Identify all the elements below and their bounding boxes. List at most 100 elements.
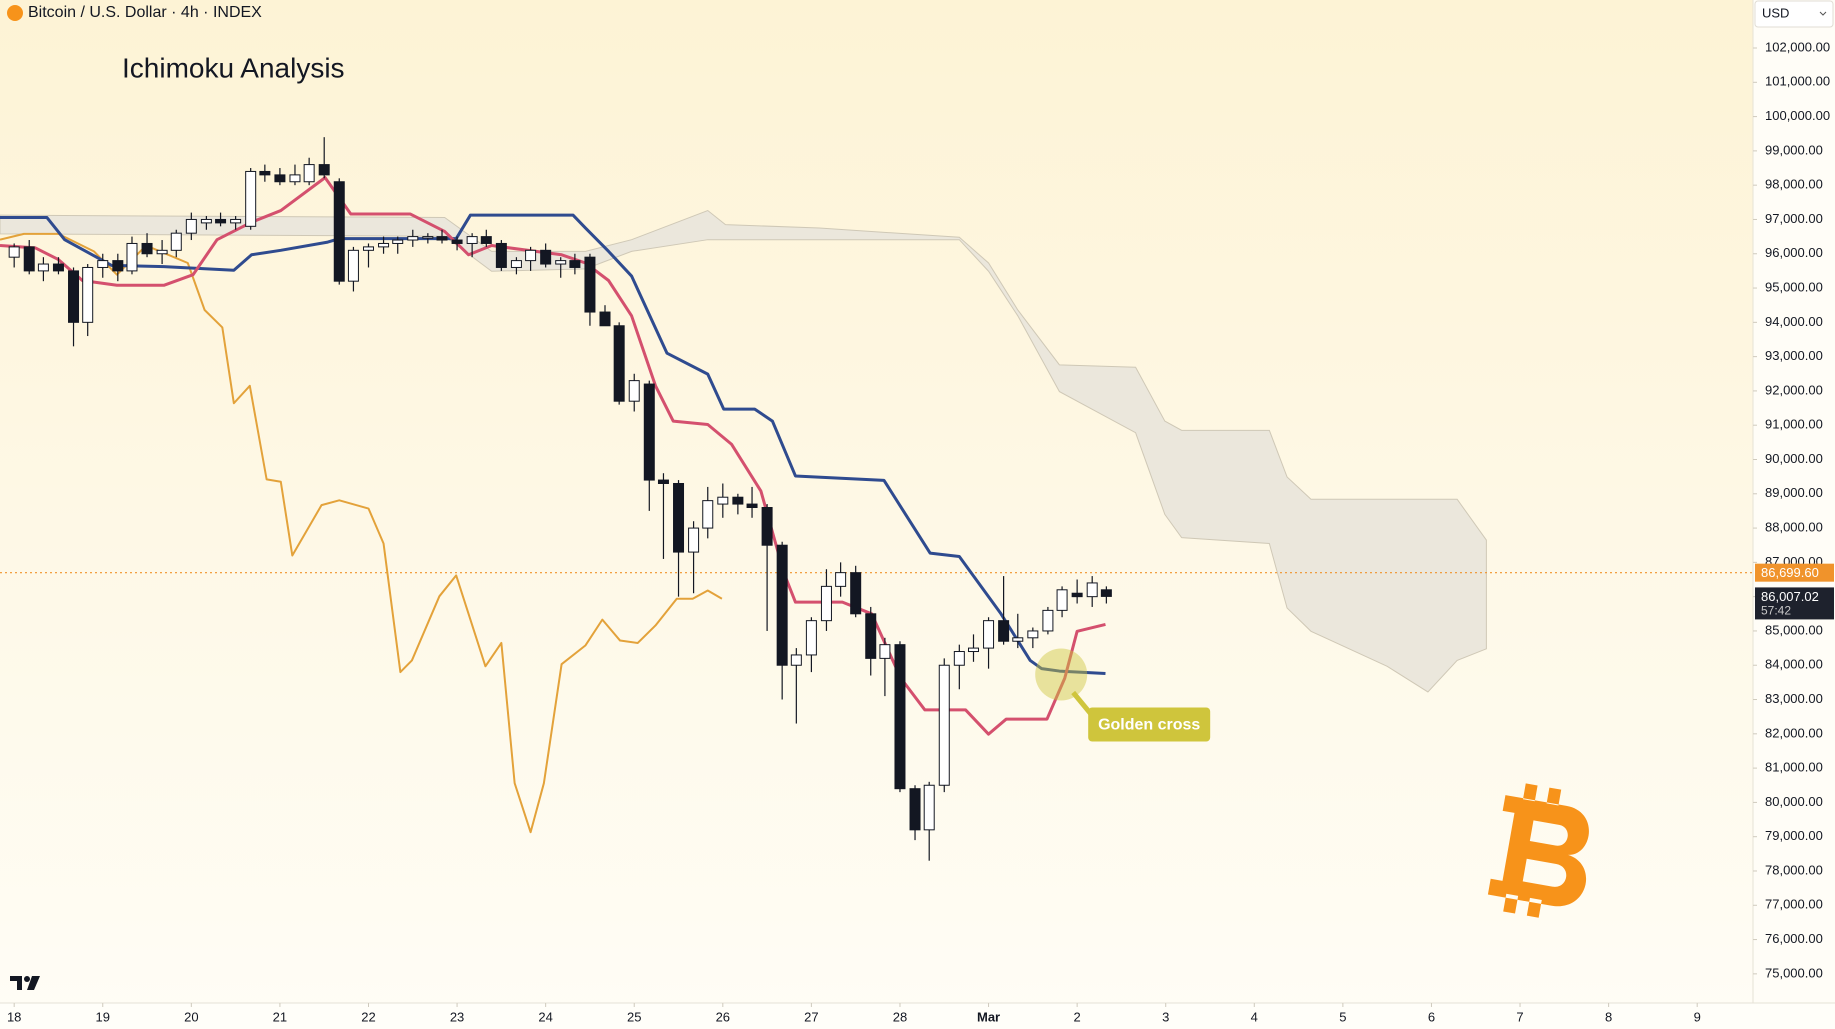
candle-body	[1100, 589, 1112, 597]
x-tick-label: 6	[1428, 1009, 1435, 1024]
y-tick-label: 97,000.00	[1765, 211, 1823, 226]
candle-body	[790, 654, 802, 666]
x-tick-label: 22	[361, 1009, 375, 1024]
x-tick-label: 28	[893, 1009, 907, 1024]
candle-body	[761, 507, 773, 546]
candle-body	[8, 246, 20, 258]
candle-body	[200, 218, 212, 224]
dropdown-arrow	[1819, 11, 1827, 16]
x-tick-label: 9	[1694, 1009, 1701, 1024]
candle-body	[362, 246, 374, 251]
candle-body	[52, 263, 64, 272]
y-tick-label: 89,000.00	[1765, 485, 1823, 500]
candle-body	[170, 232, 182, 251]
candle-body	[599, 311, 611, 327]
candle-body	[422, 236, 434, 239]
candle-body	[702, 500, 714, 529]
y-tick-label: 102,000.00	[1765, 39, 1830, 54]
candle-body	[97, 260, 109, 268]
tenkan-sen	[0, 176, 1106, 736]
x-tick-label: 27	[804, 1009, 818, 1024]
kijun-sen	[0, 213, 1106, 675]
candle-body	[850, 572, 862, 615]
y-tick-label: 78,000.00	[1765, 862, 1823, 877]
candle-body	[185, 218, 197, 234]
candle-body	[865, 613, 877, 659]
price-axis-panel	[1753, 0, 1835, 1003]
candle-body	[259, 170, 271, 176]
x-tick-label: 19	[96, 1009, 110, 1024]
x-tick-label: 26	[716, 1009, 730, 1024]
candle-body	[37, 263, 49, 272]
tradingview-logo	[10, 976, 40, 990]
candle-body	[303, 164, 315, 183]
candle-body	[68, 270, 80, 323]
y-tick-label: 90,000.00	[1765, 451, 1823, 466]
candle-body	[378, 242, 390, 248]
x-tick-label: 21	[273, 1009, 287, 1024]
currency-select[interactable]	[1754, 0, 1834, 28]
candle-body	[717, 496, 729, 505]
candle-body	[392, 239, 404, 244]
bitcoin-logo	[1487, 783, 1589, 918]
candle-body	[289, 174, 301, 183]
x-tick-label: 4	[1251, 1009, 1258, 1024]
x-tick-label: 2	[1074, 1009, 1081, 1024]
candle-body	[657, 479, 669, 484]
candle-body	[436, 236, 448, 241]
candle-body	[347, 249, 359, 282]
candle-body	[230, 218, 242, 224]
candle-body	[333, 181, 345, 282]
y-tick-label: 76,000.00	[1765, 931, 1823, 946]
y-tick-label: 77,000.00	[1765, 897, 1823, 912]
symbol-title: Bitcoin / U.S. Dollar · 4h · INDEX	[28, 4, 262, 21]
candle-body	[894, 644, 906, 790]
x-tick-label: Mar	[977, 1009, 1000, 1024]
lagging-span	[0, 232, 723, 834]
ichimoku-cloud	[0, 209, 1487, 693]
candle-body	[998, 620, 1010, 642]
candle-body	[1042, 609, 1054, 632]
candle-body	[613, 325, 625, 402]
candle-body	[82, 266, 94, 323]
plot-area	[0, 137, 1753, 861]
candle-body	[112, 260, 124, 272]
chart-title: Ichimoku Analysis	[122, 52, 345, 83]
candle-body	[126, 242, 138, 272]
y-tick-label: 85,000.00	[1765, 622, 1823, 637]
annotation-box	[1088, 707, 1211, 742]
y-tick-label: 93,000.00	[1765, 348, 1823, 363]
y-tick-label: 82,000.00	[1765, 725, 1823, 740]
candle-body	[909, 788, 921, 831]
candle-body	[495, 242, 507, 268]
candle-body	[746, 503, 758, 509]
x-tick-label: 5	[1339, 1009, 1346, 1024]
y-tick-label: 83,000.00	[1765, 691, 1823, 706]
y-tick-label: 88,000.00	[1765, 520, 1823, 535]
price-line-label-box	[1755, 563, 1834, 582]
candle-body	[451, 239, 463, 244]
price-line-label: 86,699.60	[1761, 565, 1819, 580]
x-tick-label: 23	[450, 1009, 464, 1024]
candle-body	[23, 246, 35, 272]
candle-body	[923, 784, 935, 831]
currency-label[interactable]: USD	[1762, 5, 1789, 20]
candle-body	[466, 236, 478, 244]
candle-body	[555, 260, 567, 265]
candle-body	[967, 647, 979, 653]
last-price-label: 86,007.02	[1761, 589, 1819, 604]
candle-body	[215, 218, 227, 224]
candle-body	[407, 236, 419, 241]
candle-body	[245, 170, 257, 227]
candle-body	[776, 544, 788, 666]
candle-body	[643, 383, 655, 481]
candle-body	[274, 174, 286, 183]
x-tick-label: 7	[1516, 1009, 1523, 1024]
annotation-highlight	[1035, 648, 1088, 701]
candle-body	[732, 496, 744, 505]
candle-body	[1056, 589, 1068, 611]
candle-body	[584, 256, 596, 313]
y-tick-label: 100,000.00	[1765, 108, 1830, 123]
